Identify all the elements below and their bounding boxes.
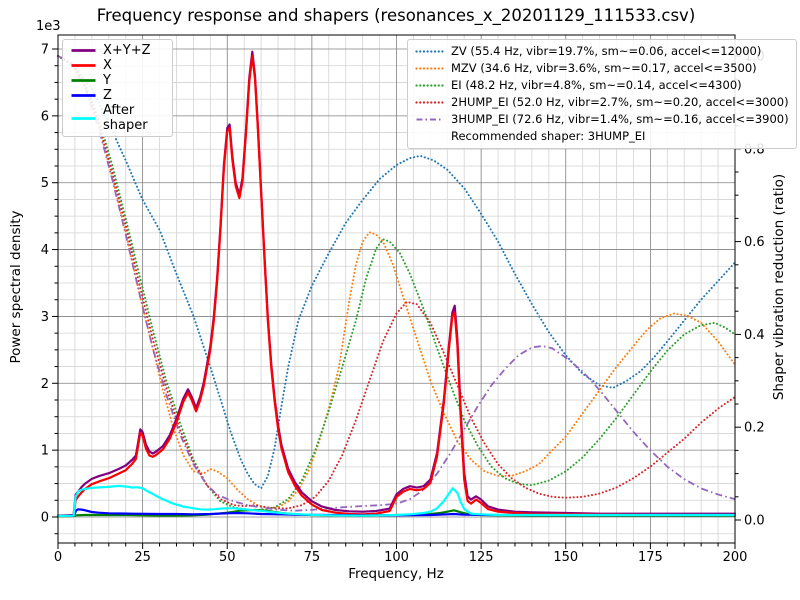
- svg-text:0: 0: [41, 511, 49, 526]
- svg-text:0: 0: [54, 550, 62, 565]
- series-2hump-ei-shaper: [57, 55, 736, 510]
- series-ei-shaper: [57, 55, 736, 511]
- x-axis-label: Frequency, Hz: [348, 566, 444, 582]
- svg-text:75: 75: [304, 550, 321, 565]
- legend-item-label: 2HUMP_EI (52.0 Hz, vibr=2.7%, sm~=0.20, …: [451, 95, 789, 109]
- svg-text:5: 5: [41, 176, 49, 191]
- legend-item-label: X+Y+Z: [103, 43, 151, 58]
- psd-legend: X+Y+Z X Y Z After shaper: [62, 39, 173, 137]
- shaper-legend: ZV (55.4 Hz, vibr=19.7%, sm~=0.06, accel…: [407, 39, 797, 149]
- legend-item-label: X: [103, 58, 112, 73]
- legend-line-sample: [71, 116, 96, 120]
- legend-item-label: 3HUMP_EI (72.6 Hz, vibr=1.4%, sm~=0.16, …: [451, 112, 789, 126]
- svg-text:3: 3: [41, 310, 49, 325]
- legend-item-label: MZV (34.6 Hz, vibr=3.6%, sm~=0.17, accel…: [451, 61, 757, 75]
- axis-ticks: [52, 48, 741, 549]
- series-3hump-ei-shaper: [57, 55, 736, 512]
- legend-item-3hump-ei: 3HUMP_EI (72.6 Hz, vibr=1.4%, sm~=0.16, …: [415, 111, 789, 128]
- svg-text:1: 1: [41, 444, 49, 459]
- legend-line-sample: [415, 67, 445, 70]
- chart-title: Frequency response and shapers (resonanc…: [96, 6, 696, 25]
- legend-item-2hump-ei: 2HUMP_EI (52.0 Hz, vibr=2.7%, sm~=0.20, …: [415, 94, 789, 111]
- svg-text:6: 6: [41, 109, 49, 124]
- legend-line-sample: [71, 64, 96, 67]
- svg-text:2: 2: [41, 377, 49, 392]
- svg-text:0.2: 0.2: [744, 421, 765, 436]
- legend-item-sum: X+Y+Z: [70, 43, 165, 58]
- legend-line-sample: [71, 94, 96, 97]
- legend-item-label: Z: [103, 88, 112, 103]
- svg-text:150: 150: [553, 550, 578, 565]
- legend-item-label: Y: [103, 73, 111, 88]
- svg-text:4: 4: [41, 243, 49, 258]
- legend-line-sample: [415, 50, 445, 53]
- series-psd-z: [56, 508, 737, 518]
- legend-item-ei: EI (48.2 Hz, vibr=4.8%, sm~=0.14, accel<…: [415, 77, 789, 94]
- svg-text:7: 7: [41, 43, 49, 58]
- svg-text:125: 125: [469, 550, 494, 565]
- svg-text:0.6: 0.6: [744, 235, 765, 250]
- legend-recommended-note: Recommended shaper: 3HUMP_EI: [451, 129, 646, 143]
- svg-text:25: 25: [134, 550, 151, 565]
- svg-text:0.0: 0.0: [744, 514, 765, 529]
- legend-line-sample: [71, 79, 96, 82]
- legend-line-sample: [415, 84, 445, 87]
- svg-text:175: 175: [638, 550, 663, 565]
- legend-item-label: ZV (55.4 Hz, vibr=19.7%, sm~=0.06, accel…: [451, 44, 762, 58]
- legend-item-mzv: MZV (34.6 Hz, vibr=3.6%, sm~=0.17, accel…: [415, 60, 789, 77]
- legend-line-sample: [71, 49, 96, 52]
- y-axis-label-left: Power spectral density: [8, 210, 24, 364]
- legend-item-label: EI (48.2 Hz, vibr=4.8%, sm~=0.14, accel<…: [451, 78, 742, 92]
- legend-item-label: After shaper: [103, 103, 148, 133]
- series-mzv-shaper: [57, 55, 736, 509]
- legend-item-x: X: [70, 58, 165, 73]
- series-zv-shaper: [57, 55, 736, 490]
- svg-text:0.4: 0.4: [744, 328, 765, 343]
- y-axis-label-right: Shaper vibration reduction (ratio): [771, 173, 787, 401]
- legend-item-zv: ZV (55.4 Hz, vibr=19.7%, sm~=0.06, accel…: [415, 43, 789, 60]
- svg-text:200: 200: [723, 550, 748, 565]
- legend-item-z: Z: [70, 88, 165, 103]
- legend-line-sample: [415, 101, 445, 104]
- svg-text:50: 50: [219, 550, 236, 565]
- y-axis-offset-text: 1e3: [36, 19, 61, 34]
- legend-item-y: Y: [70, 73, 165, 88]
- legend-item-after-shaper: After shaper: [70, 103, 165, 133]
- series-psd-x: [56, 54, 737, 518]
- legend-line-sample: [416, 118, 444, 121]
- svg-text:100: 100: [384, 550, 409, 565]
- series-psd-after-shaper: [56, 484, 737, 518]
